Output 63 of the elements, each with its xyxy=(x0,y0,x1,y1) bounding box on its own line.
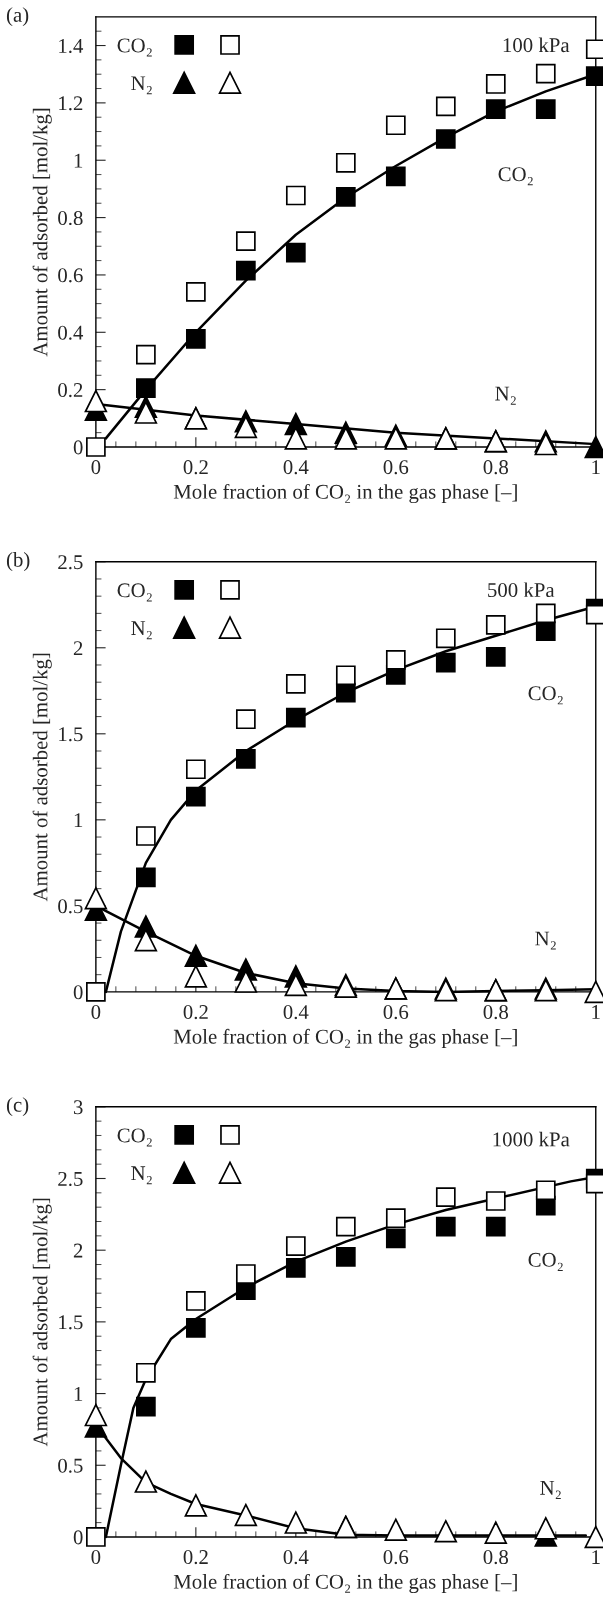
y-tick-label: 1.5 xyxy=(59,727,83,742)
legend-label: CO₂ xyxy=(117,1128,152,1147)
y-tick-label: 2 xyxy=(73,641,83,656)
annotation: N₂ xyxy=(495,386,516,405)
x-axis-title: Mole fraction of CO₂ in the gas phase [–] xyxy=(173,1028,517,1048)
chart-title: (c) xyxy=(6,1097,29,1117)
annotation: 100 kPa xyxy=(503,37,570,53)
y-tick-label: 2.5 xyxy=(58,1171,83,1187)
legend-label: N₂ xyxy=(131,1166,152,1185)
y-axis-title: Amount of adsorbed [mol/kg] xyxy=(32,653,52,902)
y-tick-label: 0.2 xyxy=(58,383,83,398)
y-tick-label: 1 xyxy=(74,1387,83,1401)
y-tick-label: 1 xyxy=(74,153,83,168)
legend-label: CO₂ xyxy=(117,583,152,602)
y-tick-label: 2.5 xyxy=(58,555,83,570)
y-tick-label: 1.2 xyxy=(59,96,83,111)
annotation: N₂ xyxy=(540,1481,561,1499)
y-tick-label: 0.5 xyxy=(58,899,83,914)
chart-title: (b) xyxy=(6,552,30,572)
x-tick-label: 0.4 xyxy=(283,460,309,475)
annotation: CO₂ xyxy=(528,1252,563,1271)
x-tick-label: 0.4 xyxy=(283,1550,309,1565)
y-tick-label: 0.4 xyxy=(58,325,84,340)
x-tick-label: 1 xyxy=(592,460,600,474)
annotation: N₂ xyxy=(535,931,556,950)
x-tick-label: 0 xyxy=(91,460,101,475)
x-tick-label: 0.6 xyxy=(383,460,409,475)
annotation: 1000 kPa xyxy=(493,1131,570,1147)
y-tick-label: 0 xyxy=(73,1530,83,1545)
x-tick-label: 0 xyxy=(91,1550,101,1565)
y-axis-title: Amount of adsorbed [mol/kg] xyxy=(32,108,52,357)
annotation: CO₂ xyxy=(528,686,563,705)
y-tick-label: 0 xyxy=(73,440,83,455)
x-tick-label: 0.6 xyxy=(383,1550,409,1565)
legend-label: CO₂ xyxy=(117,38,152,57)
x-tick-label: 0.8 xyxy=(483,460,509,475)
legend-label: N₂ xyxy=(131,621,152,640)
x-tick-label: 0.2 xyxy=(183,1550,208,1565)
y-tick-label: 0.6 xyxy=(58,268,83,283)
x-tick-label: 1 xyxy=(592,1550,600,1564)
annotation: CO₂ xyxy=(498,167,533,186)
x-axis-title: Mole fraction of CO₂ in the gas phase [–] xyxy=(173,1573,517,1594)
y-tick-label: 1.5 xyxy=(59,1315,83,1330)
x-tick-label: 0.6 xyxy=(383,1004,409,1020)
legend-label: N₂ xyxy=(131,76,152,95)
x-tick-label: 0 xyxy=(91,1004,101,1020)
x-tick-label: 0.4 xyxy=(283,1004,309,1020)
y-tick-label: 1 xyxy=(74,813,83,828)
y-tick-label: 0.8 xyxy=(58,210,83,226)
y-tick-label: 3 xyxy=(73,1100,83,1115)
chart-title: (a) xyxy=(6,7,29,27)
x-tick-label: 0.2 xyxy=(183,460,208,475)
x-tick-label: 0.8 xyxy=(483,1550,509,1565)
x-tick-label: 1 xyxy=(592,1005,600,1019)
x-axis-title: Mole fraction of CO₂ in the gas phase [–] xyxy=(173,483,517,504)
x-tick-label: 0.2 xyxy=(183,1004,208,1020)
y-axis-title: Amount of adsorbed [mol/kg] xyxy=(32,1198,52,1447)
annotation: 500 kPa xyxy=(488,582,555,598)
y-tick-label: 0 xyxy=(73,985,83,1000)
y-tick-label: 2 xyxy=(73,1243,83,1258)
y-tick-label: 0.5 xyxy=(58,1458,83,1473)
y-tick-label: 1.4 xyxy=(59,39,84,54)
x-tick-label: 0.8 xyxy=(483,1004,509,1020)
